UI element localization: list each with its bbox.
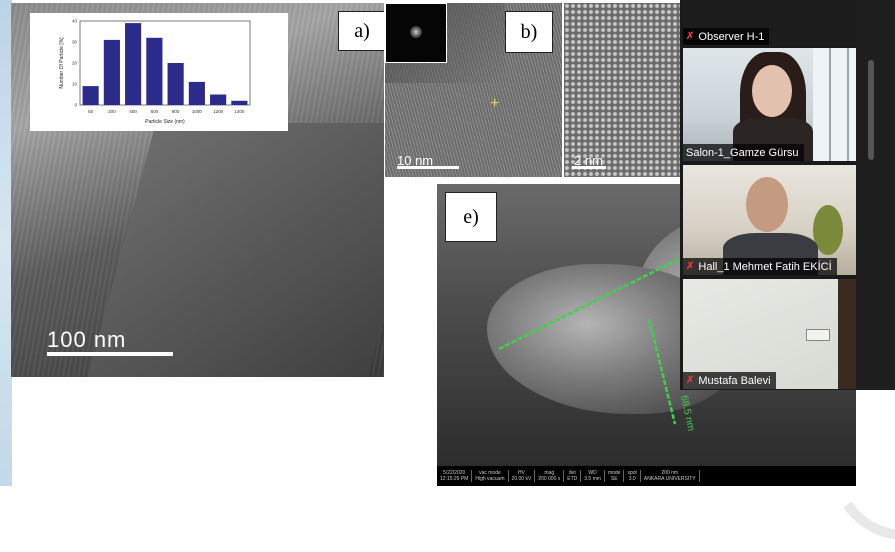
mic-muted-icon: ✗ xyxy=(686,375,695,386)
measure-line-short xyxy=(647,318,677,425)
sem-info-cell: spot 3.0 xyxy=(624,470,641,482)
scale-bar-label-a: 100 nm xyxy=(47,327,127,352)
scale-bar-a xyxy=(47,352,173,356)
participant-name-tag: ✗ Observer H-1 xyxy=(683,28,770,45)
measurement-overlay: 68.5 nm xyxy=(498,257,696,432)
gallery-scrollbar[interactable] xyxy=(868,60,874,160)
sem-info-bar: 5/22/2020 12:15:26 PM vac mode High vacuu… xyxy=(437,466,856,486)
y-tick-label: 0 xyxy=(74,103,77,108)
background-plant xyxy=(813,205,843,255)
x-tick-label: 600 xyxy=(151,109,159,114)
x-tick-label: 50 xyxy=(88,109,94,114)
video-tile-observer[interactable]: ✗ Observer H-1 xyxy=(683,0,856,46)
sem-info-cell: mag 200 000 x xyxy=(535,470,565,482)
y-tick-label: 10 xyxy=(72,82,78,87)
x-tick-label: 1200 xyxy=(213,109,224,114)
background-door xyxy=(838,279,856,389)
scale-bar-b2 xyxy=(572,166,606,169)
panel-label-e: e) xyxy=(445,192,497,242)
participant-name: Mustafa Balevi xyxy=(698,374,771,387)
y-tick-label: 20 xyxy=(72,61,78,66)
background-window xyxy=(813,48,856,161)
panel-label-b: b) xyxy=(505,11,553,53)
sem-info-cell: mode SE xyxy=(605,470,625,482)
person-face xyxy=(746,177,788,232)
histogram-bar xyxy=(231,100,248,105)
x-axis-label: Particle Size (nm) xyxy=(145,119,185,125)
y-tick-label: 40 xyxy=(72,19,78,24)
x-tick-label: 800 xyxy=(172,109,180,114)
particle-size-histogram: 50 200 400 600 800 1000 1200 1400 0 10 20 30 40 Parti… xyxy=(30,13,288,131)
participant-name-tag: Salon-1_Gamze Gürsu xyxy=(683,144,804,161)
x-tick-label: 400 xyxy=(129,109,137,114)
y-axis-label: Number Of Particle [%] xyxy=(59,37,65,89)
slide-decoration xyxy=(0,0,12,486)
participant-name-tag: ✗ Mustafa Balevi xyxy=(683,372,776,389)
sem-info-cell: 5/22/2020 12:15:26 PM xyxy=(437,470,473,482)
measure-label: 68.5 nm xyxy=(678,394,696,432)
tem-image-a: 50 200 400 600 800 1000 1200 1400 0 10 20 30 40 Parti… xyxy=(11,3,384,377)
hrtem-image-b: b) + 10 nm xyxy=(385,3,562,177)
participant-name: Observer H-1 xyxy=(698,30,765,43)
histogram-bar xyxy=(125,23,142,106)
participant-name: Hall_1 Mehmet Fatih EKİCİ xyxy=(698,260,832,273)
x-tick-label: 200 xyxy=(108,109,116,114)
background-sign xyxy=(806,329,830,341)
crosshair-marker-icon: + xyxy=(490,95,500,112)
measure-line-long xyxy=(498,257,680,351)
scale-bar-label-b2: 2 nm xyxy=(574,153,603,168)
histogram-bar xyxy=(188,81,205,105)
video-tile-mehmet[interactable]: ✗ Hall_1 Mehmet Fatih EKİCİ xyxy=(683,165,856,275)
scale-bar-b xyxy=(397,166,459,169)
sem-info-cell: vac mode High vacuum xyxy=(472,470,509,482)
histogram-frame xyxy=(79,20,251,106)
video-tile-gamze[interactable]: Salon-1_Gamze Gürsu xyxy=(683,48,856,161)
mic-muted-icon: ✗ xyxy=(686,261,695,272)
histogram-bar xyxy=(82,86,99,105)
sem-info-cell: 200 nm ANKARA UNIVERSITY xyxy=(641,470,700,482)
person-face xyxy=(752,65,792,117)
gallery-scroll-strip xyxy=(856,0,895,390)
mic-muted-icon: ✗ xyxy=(686,31,695,42)
scale-bar-label-b: 10 nm xyxy=(397,153,434,168)
video-tile-mustafa[interactable]: ✗ Mustafa Balevi xyxy=(683,279,856,389)
sem-info-cell: WD 3.5 mm xyxy=(581,470,605,482)
histogram-chart: 50 200 400 600 800 1000 1200 1400 0 10 20 30 40 Parti… xyxy=(59,19,251,125)
histogram-bar xyxy=(103,39,120,105)
x-tick-label: 1000 xyxy=(192,109,203,114)
histogram-bar xyxy=(167,63,184,105)
participant-name: Salon-1_Gamze Gürsu xyxy=(686,146,799,159)
panel-label-a: a) xyxy=(338,11,384,51)
sem-info-cell: det ETD xyxy=(564,470,582,482)
histogram-bar xyxy=(210,94,227,105)
x-tick-label: 1400 xyxy=(234,109,245,114)
sem-info-cell: HV 20.00 kV xyxy=(509,470,536,482)
hrtem-lattice-image: 2 nm xyxy=(564,3,680,177)
y-tick-label: 30 xyxy=(72,40,78,45)
fft-inset xyxy=(385,3,447,63)
participant-name-tag: ✗ Hall_1 Mehmet Fatih EKİCİ xyxy=(683,258,837,275)
histogram-bar xyxy=(146,37,163,105)
